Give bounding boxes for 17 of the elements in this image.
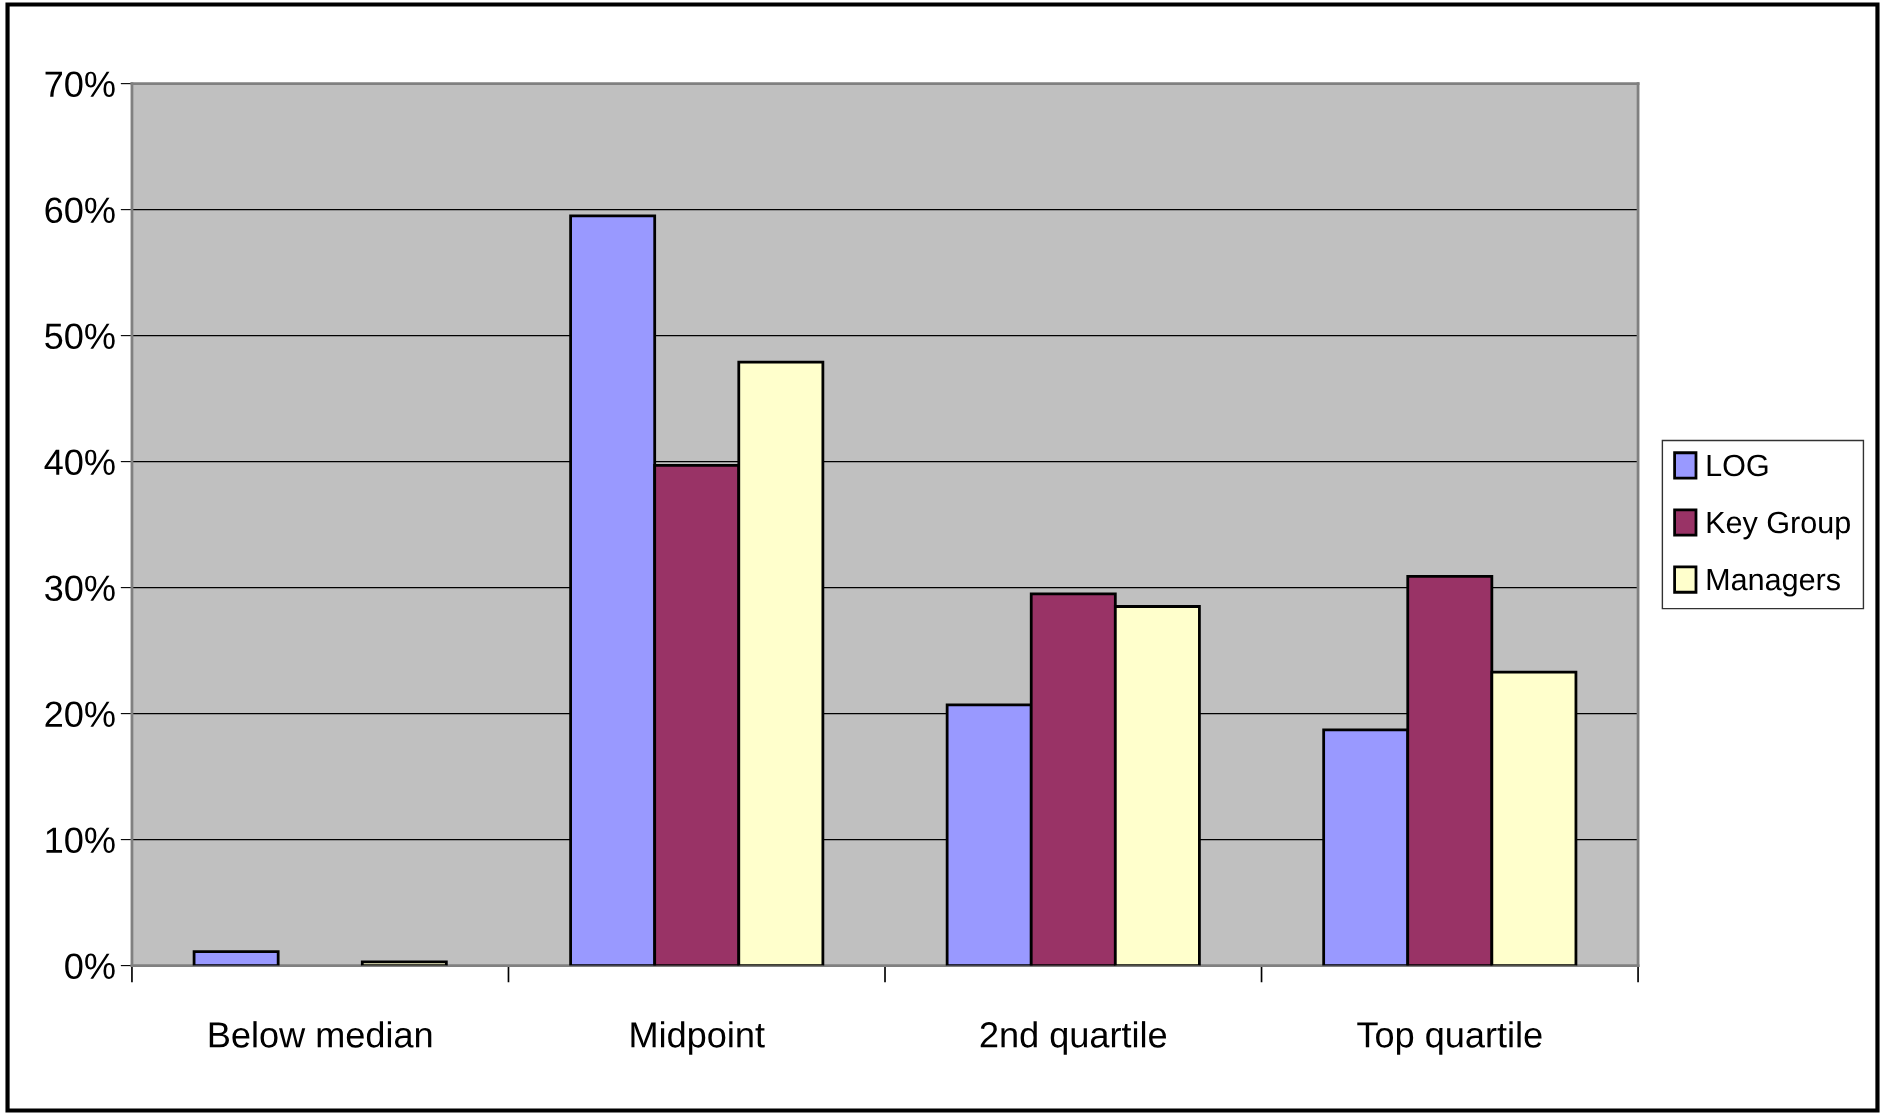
y-tick-label: 20% — [45, 701, 115, 728]
y-tick-label: 50% — [45, 323, 115, 350]
y-tick-label: 40% — [44, 449, 115, 476]
legend-label: LOG — [1707, 454, 1768, 477]
x-tick-label: Top quartile — [1357, 1021, 1542, 1055]
x-tick-label: 2nd quartile — [980, 1021, 1167, 1055]
y-tick-label: 0% — [65, 953, 115, 980]
x-tick-label: Midpoint — [631, 1021, 765, 1055]
legend-label: Managers — [1707, 569, 1840, 597]
legend-label: Key Group — [1707, 511, 1850, 540]
bar — [192, 950, 280, 966]
y-tick-label: 30% — [45, 575, 115, 602]
bar — [360, 960, 448, 966]
x-tick-label: Below median — [209, 1021, 432, 1048]
y-tick-label: 70% — [45, 71, 115, 98]
y-tick-label: 10% — [46, 827, 115, 854]
y-tick-label: 60% — [45, 197, 115, 224]
